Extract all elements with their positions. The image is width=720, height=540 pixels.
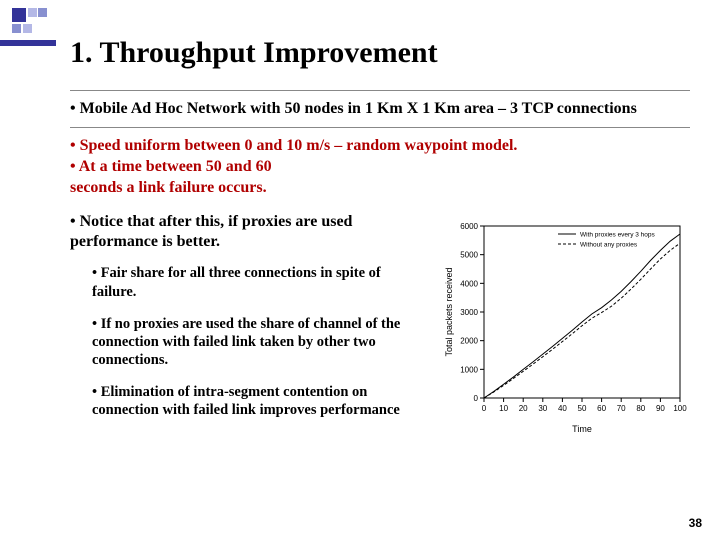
- bullet-notice: • Notice that after this, if proxies are…: [70, 212, 428, 252]
- slide-content: 1. Throughput Improvement • Mobile Ad Ho…: [0, 0, 720, 436]
- chart-container: 0102030405060708090100010002000300040005…: [440, 212, 690, 436]
- separator-top: [70, 90, 690, 91]
- svg-text:10: 10: [499, 404, 508, 413]
- sub-bullet-2: • If no proxies are used the share of ch…: [92, 315, 428, 369]
- sub-bullets: • Fair share for all three connections i…: [70, 264, 428, 419]
- sub-bullet-3: • Elimination of intra-segment contentio…: [92, 383, 428, 419]
- svg-text:60: 60: [597, 404, 606, 413]
- separator-mid: [70, 127, 690, 128]
- corner-decoration: [0, 0, 60, 50]
- bullet-mid: • Speed uniform between 0 and 10 m/s – r…: [70, 136, 690, 198]
- svg-text:3000: 3000: [460, 308, 478, 317]
- svg-text:90: 90: [656, 404, 665, 413]
- svg-text:2000: 2000: [460, 337, 478, 346]
- page-number: 38: [689, 516, 702, 530]
- svg-text:100: 100: [673, 404, 687, 413]
- svg-text:20: 20: [519, 404, 528, 413]
- sub-bullet-1: • Fair share for all three connections i…: [92, 264, 428, 300]
- svg-text:6000: 6000: [460, 222, 478, 231]
- svg-text:50: 50: [578, 404, 587, 413]
- svg-text:4000: 4000: [460, 280, 478, 289]
- slide-title: 1. Throughput Improvement: [70, 36, 690, 70]
- throughput-chart: 0102030405060708090100010002000300040005…: [440, 216, 690, 436]
- svg-text:5000: 5000: [460, 251, 478, 260]
- svg-text:0: 0: [474, 394, 479, 403]
- text-column: • Notice that after this, if proxies are…: [70, 212, 428, 436]
- svg-text:1000: 1000: [460, 366, 478, 375]
- svg-text:40: 40: [558, 404, 567, 413]
- svg-text:0: 0: [482, 404, 487, 413]
- bullet-top: • Mobile Ad Hoc Network with 50 nodes in…: [70, 99, 690, 119]
- svg-text:Without any proxies: Without any proxies: [580, 242, 638, 249]
- svg-text:Time: Time: [572, 424, 592, 434]
- svg-text:80: 80: [636, 404, 645, 413]
- svg-text:70: 70: [617, 404, 626, 413]
- svg-text:30: 30: [538, 404, 547, 413]
- lower-row: • Notice that after this, if proxies are…: [70, 212, 690, 436]
- svg-text:With proxies every 3 hops: With proxies every 3 hops: [580, 232, 656, 239]
- svg-text:Total packets received: Total packets received: [444, 268, 454, 357]
